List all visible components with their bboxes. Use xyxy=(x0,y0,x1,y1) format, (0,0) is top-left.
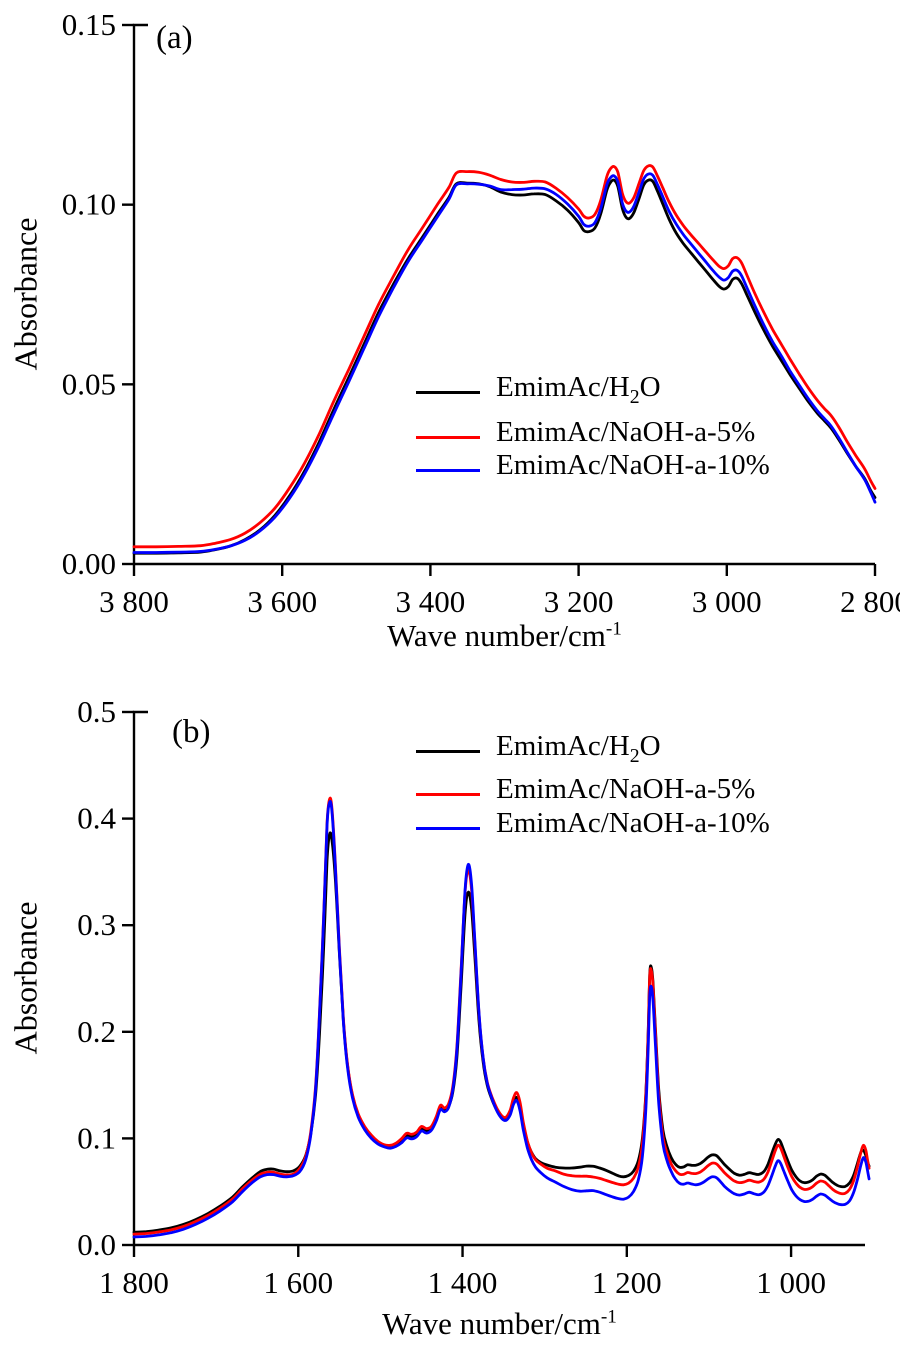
y-tick-label: 0.4 xyxy=(77,801,116,836)
legend-entry-emimac-naoh-a-10: EmimAc/NaOH-a-10% xyxy=(416,449,770,487)
x-tick-label: 1 000 xyxy=(756,1265,826,1300)
y-tick-label: 0.10 xyxy=(62,187,116,222)
series-emimac-h2o xyxy=(132,831,871,1234)
y-tick-label: 0.05 xyxy=(62,366,116,401)
panel-a-tag: (a) xyxy=(156,20,193,56)
x-tick-label: 3 400 xyxy=(396,584,466,619)
panel-b-tag: (b) xyxy=(172,714,211,750)
x-tick-label: 1 200 xyxy=(592,1265,662,1300)
legend-label: EmimAc/H2O xyxy=(496,371,661,408)
panel-b-y-axis-title: Absorbance xyxy=(7,901,44,1055)
panel-a-x-axis-title: Wave number/cm-1 xyxy=(134,618,875,654)
x-axis-title-superscript: -1 xyxy=(600,1306,617,1328)
y-tick-label: 0.3 xyxy=(77,907,116,942)
series-emimac-naoh-a-10- xyxy=(132,172,877,554)
x-tick-label: 1 800 xyxy=(99,1265,169,1300)
legend-entry-emimac-naoh-a-5: EmimAc/NaOH-a-5% xyxy=(416,773,755,811)
legend-label: EmimAc/H2O xyxy=(496,730,661,767)
panel-a-y-axis-title: Absorbance xyxy=(7,217,44,371)
series-emimac-naoh-a-5- xyxy=(132,164,877,549)
legend-line-black xyxy=(416,390,480,394)
x-tick-label: 3 800 xyxy=(99,584,169,619)
x-tick-label: 1 400 xyxy=(428,1265,498,1300)
x-tick-label: 1 600 xyxy=(263,1265,333,1300)
legend-line-blue xyxy=(416,468,480,472)
legend-entry-emimac-h2o: EmimAc/H2O xyxy=(416,730,661,768)
y-tick-label: 0.15 xyxy=(62,7,116,42)
panel-a: 0.00 0.05 0.10 0.15 3 800 3 600 3 400 3 200 3 00… xyxy=(62,7,900,619)
y-tick-label: 0.00 xyxy=(62,546,116,581)
y-tick-label: 0.2 xyxy=(77,1014,116,1049)
x-tick-label: 3 200 xyxy=(544,584,614,619)
legend-label: EmimAc/NaOH-a-5% xyxy=(496,416,756,449)
legend-line-black xyxy=(416,749,480,753)
legend-line-red xyxy=(416,435,480,439)
x-tick-label: 3 000 xyxy=(692,584,762,619)
legend-label: EmimAc/NaOH-a-10% xyxy=(496,449,770,482)
series-emimac-h2o xyxy=(132,178,877,555)
axis-line xyxy=(132,710,865,1247)
x-tick-label: 3 600 xyxy=(247,584,317,619)
axis-line xyxy=(132,23,875,566)
y-tick-label: 0.5 xyxy=(77,694,116,729)
x-axis-title-text: Wave number/cm xyxy=(382,1306,601,1341)
legend-line-red xyxy=(416,792,480,796)
panel-b-x-axis-title: Wave number/cm-1 xyxy=(134,1306,865,1342)
legend-entry-emimac-h2o: EmimAc/H2O xyxy=(416,371,661,409)
panel-b: 0.0 0.1 0.2 0.3 0.4 0.5 1 800 1 600 1 400 1 200 1 … xyxy=(77,694,871,1300)
series-emimac-naoh-a-10- xyxy=(132,800,871,1239)
legend-label: EmimAc/NaOH-a-5% xyxy=(496,773,756,806)
legend-label: EmimAc/NaOH-a-10% xyxy=(496,807,770,840)
legend-line-blue xyxy=(416,826,480,830)
y-tick-label: 0.1 xyxy=(77,1120,116,1155)
legend-entry-emimac-naoh-a-10: EmimAc/NaOH-a-10% xyxy=(416,807,770,845)
x-axis-title-superscript: -1 xyxy=(605,618,622,640)
legend-entry-emimac-naoh-a-5: EmimAc/NaOH-a-5% xyxy=(416,416,755,454)
y-tick-label: 0.0 xyxy=(77,1227,116,1262)
series-emimac-naoh-a-5- xyxy=(132,796,871,1236)
x-axis-title-text: Wave number/cm xyxy=(387,618,606,653)
x-tick-label: 2 800 xyxy=(840,584,900,619)
